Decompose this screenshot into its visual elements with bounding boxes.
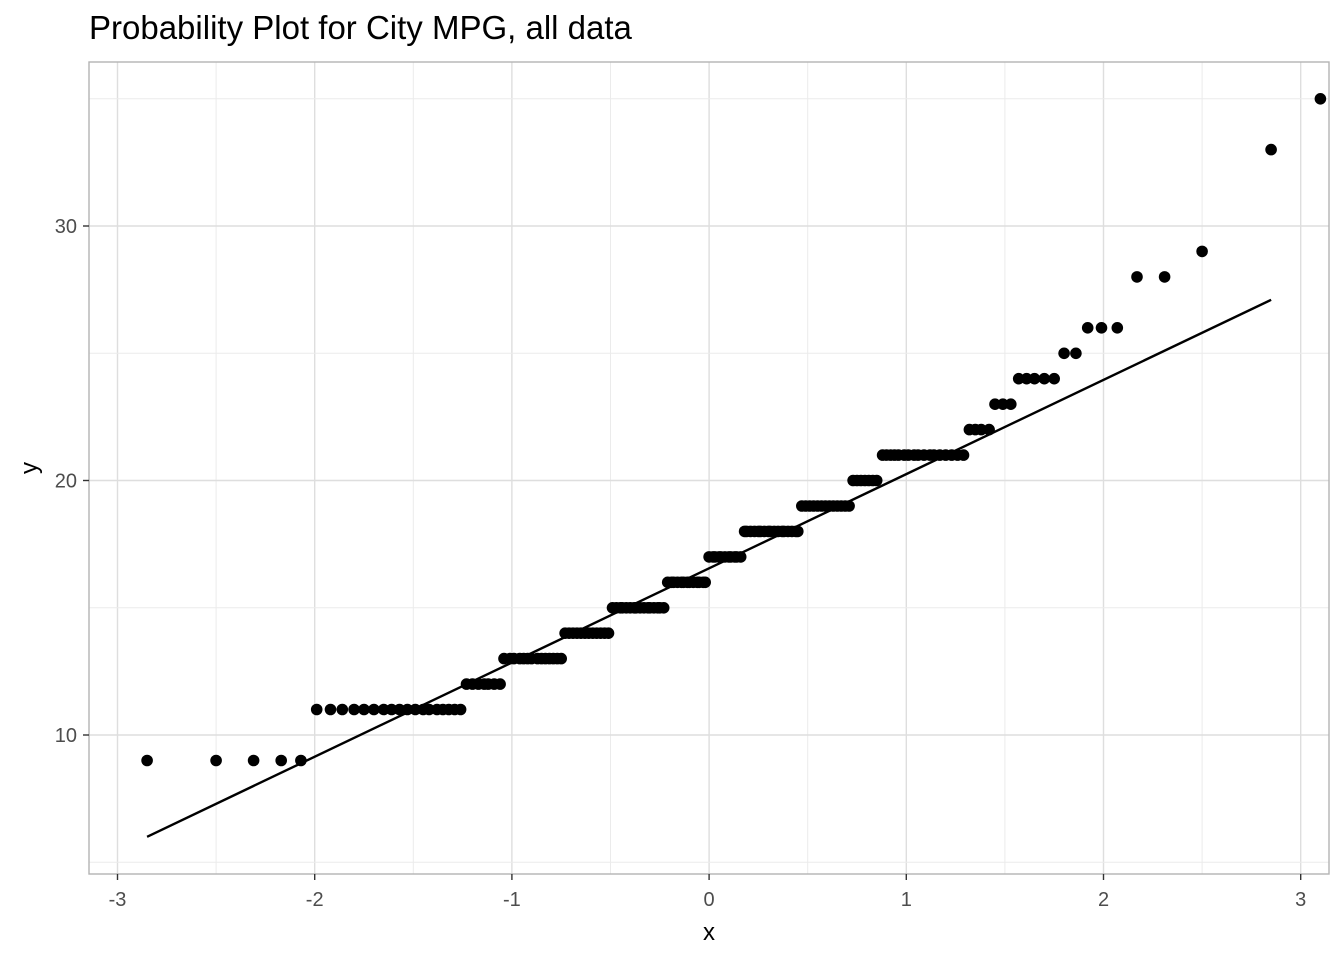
y-tick-label: 10	[55, 725, 77, 747]
x-axis-ticks: -3 -2 -1 0 1 2 3	[109, 874, 1306, 911]
x-tick-label: 1	[901, 889, 912, 911]
data-point	[454, 703, 467, 716]
data-point	[1158, 271, 1171, 283]
y-axis-title: y	[16, 462, 43, 474]
data-point	[957, 449, 970, 461]
reference-line-layer	[146, 298, 1272, 838]
data-point	[368, 703, 380, 716]
data-point	[141, 754, 153, 767]
data-point	[699, 576, 711, 589]
x-tick-label: -2	[306, 889, 324, 911]
data-point	[1265, 143, 1277, 156]
reference-line	[146, 298, 1272, 838]
data-point	[1314, 93, 1327, 105]
data-point	[1070, 347, 1082, 360]
chart-title: Probability Plot for City MPG, all data	[89, 9, 632, 46]
data-point	[358, 703, 370, 716]
x-tick-label: 0	[704, 889, 715, 911]
grid-lines	[89, 62, 1329, 874]
data-point	[1081, 322, 1094, 334]
y-tick-label: 30	[55, 216, 77, 238]
data-point	[555, 652, 567, 665]
y-tick-label: 20	[55, 471, 77, 493]
x-tick-label: 2	[1098, 889, 1109, 911]
data-point	[1005, 398, 1017, 411]
data-point	[275, 754, 288, 767]
y-axis-ticks: 10 20 30	[55, 216, 89, 747]
data-point	[348, 703, 360, 716]
data-point	[1111, 322, 1124, 334]
data-point	[1048, 372, 1060, 385]
x-tick-label: 3	[1295, 889, 1306, 911]
data-points	[141, 93, 1327, 767]
data-point	[870, 474, 883, 487]
data-point	[657, 602, 670, 614]
data-point	[247, 754, 260, 767]
x-tick-label: -3	[109, 889, 127, 911]
data-point	[1028, 372, 1041, 385]
x-axis-title: x	[703, 919, 715, 946]
data-point	[494, 678, 506, 690]
data-point	[310, 703, 323, 716]
data-point	[324, 703, 337, 716]
x-tick-label: -1	[503, 889, 521, 911]
data-point	[1131, 271, 1143, 283]
data-point	[210, 754, 222, 767]
data-point	[336, 703, 349, 716]
data-point	[1038, 372, 1051, 385]
data-point	[1196, 245, 1208, 258]
data-point	[602, 627, 615, 639]
data-point	[1058, 347, 1070, 360]
data-point	[1095, 322, 1108, 334]
